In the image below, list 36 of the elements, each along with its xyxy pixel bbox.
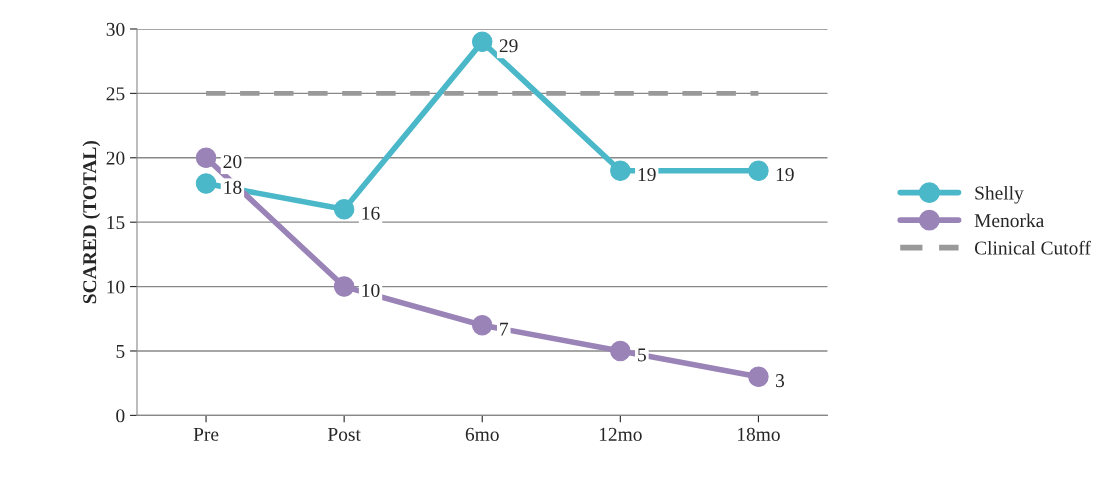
point xyxy=(610,160,631,181)
x-tick-label: 12mo xyxy=(599,427,642,441)
data-label: 18 xyxy=(224,180,242,194)
x-tick-label: 6mo xyxy=(465,427,499,441)
point xyxy=(748,366,769,387)
point xyxy=(748,160,769,181)
data-label: 16 xyxy=(362,206,380,220)
y-tick-label: 25 xyxy=(106,87,125,101)
y-tick-label: 15 xyxy=(107,216,125,230)
legend-label: Menorka xyxy=(974,213,1045,228)
y-axis-title: SCARED (TOTAL) xyxy=(82,141,101,304)
point xyxy=(333,199,355,220)
point xyxy=(333,276,355,297)
point xyxy=(472,314,493,336)
data-label: 3 xyxy=(776,374,785,388)
point xyxy=(610,340,631,362)
y-tick-label: 10 xyxy=(107,280,125,294)
data-label: 10 xyxy=(362,283,380,297)
data-label: 19 xyxy=(638,168,656,182)
y-tick-label: 0 xyxy=(116,409,125,423)
legend-label: Shelly xyxy=(975,185,1024,204)
legend-label: Clinical Cutoff xyxy=(974,240,1091,255)
y-tick-label: 5 xyxy=(116,344,125,358)
data-label: 29 xyxy=(499,39,518,53)
point xyxy=(195,147,217,169)
x-tick-label: Pre xyxy=(193,427,219,441)
data-label: 7 xyxy=(500,322,509,336)
y-tick-label: 20 xyxy=(106,151,125,165)
x-tick-label: Post xyxy=(327,427,361,441)
y-tick-label: 30 xyxy=(106,22,125,36)
point xyxy=(195,173,217,194)
data-label: 19 xyxy=(776,168,794,182)
point xyxy=(472,31,493,53)
data-label: 20 xyxy=(223,155,242,169)
x-tick-label: 18mo xyxy=(738,427,780,441)
data-label: 5 xyxy=(638,348,646,362)
